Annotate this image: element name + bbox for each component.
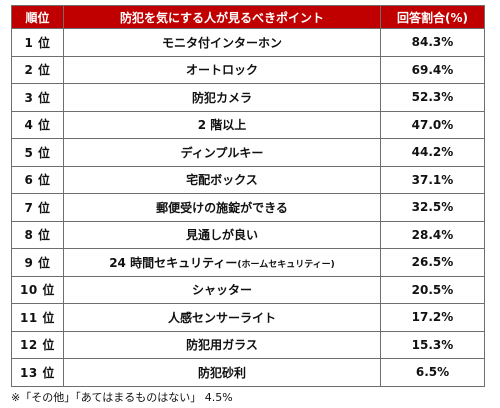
point-cell: 郵便受けの施錠ができる: [63, 193, 381, 222]
point-text: 防犯用ガラス: [186, 338, 258, 353]
point-text: 郵便受けの施錠ができる: [156, 200, 288, 215]
point-subtext: (ホームセキュリティー): [237, 259, 335, 270]
rate-cell: 28.4%: [380, 220, 485, 249]
rank-cell: 9 位: [11, 248, 64, 277]
point-text: 人感センサーライト: [167, 310, 276, 325]
rank-cell: 3 位: [11, 83, 64, 112]
point-cell: 防犯砂利: [63, 358, 381, 387]
point-text: オートロック: [185, 63, 258, 78]
point-text: シャッター: [191, 283, 252, 298]
rank-cell: 11 位: [11, 303, 64, 332]
point-text: 防犯カメラ: [191, 90, 252, 105]
rank-cell: 5 位: [11, 138, 64, 167]
point-text: 宅配ボックス: [186, 173, 258, 188]
rank-cell: 12 位: [11, 330, 64, 359]
rank-cell: 10 位: [11, 275, 64, 304]
point-text: 2 階以上: [197, 118, 247, 133]
table-row: 3 位 防犯カメラ 52.3%: [11, 83, 485, 112]
security-ranking-table: 順位 防犯を気にする人が見るべきポイント 回答割合(%) 1 位 モニタ付インタ…: [11, 5, 485, 387]
point-text: 見通しが良い: [185, 228, 258, 243]
table-row: 11 位 人感センサーライト 17.2%: [11, 303, 485, 332]
point-text: モニタ付インターホン: [161, 35, 282, 50]
rank-cell: 2 位: [11, 55, 64, 84]
header-point: 防犯を気にする人が見るべきポイント: [63, 5, 381, 29]
point-cell: 人感センサーライト: [63, 303, 381, 332]
table-row: 7 位 郵便受けの施錠ができる 32.5%: [11, 193, 485, 222]
table-header-row: 順位 防犯を気にする人が見るべきポイント 回答割合(%): [11, 5, 485, 29]
point-cell: 防犯用ガラス: [63, 330, 381, 359]
table-row: 1 位 モニタ付インターホン 84.3%: [11, 28, 485, 57]
point-cell: 防犯カメラ: [63, 83, 381, 112]
rate-cell: 26.5%: [380, 248, 485, 277]
rank-cell: 1 位: [11, 28, 64, 57]
rate-cell: 44.2%: [380, 138, 485, 167]
table-row: 8 位 見通しが良い 28.4%: [11, 220, 485, 249]
point-cell: 見通しが良い: [63, 220, 381, 249]
rank-cell: 6 位: [11, 165, 64, 194]
rate-cell: 69.4%: [380, 55, 485, 84]
footnote: ※「その他」「あてはまるものはない」 4.5%: [11, 391, 233, 404]
point-text: 防犯砂利: [197, 365, 246, 380]
table-row: 12 位 防犯用ガラス 15.3%: [11, 330, 485, 359]
table-row: 2 位 オートロック 69.4%: [11, 55, 485, 84]
table-row: 13 位 防犯砂利 6.5%: [11, 358, 485, 387]
rate-cell: 6.5%: [380, 358, 485, 387]
point-cell: 24 時間セキュリティー(ホームセキュリティー): [63, 248, 381, 277]
point-text: 24 時間セキュリティー: [109, 255, 238, 270]
rate-cell: 52.3%: [380, 83, 485, 112]
rate-cell: 47.0%: [380, 110, 485, 139]
point-cell: ディンプルキー: [63, 138, 381, 167]
rate-cell: 84.3%: [380, 28, 485, 57]
rank-cell: 7 位: [11, 193, 64, 222]
table-row: 10 位 シャッター 20.5%: [11, 275, 485, 304]
rate-cell: 32.5%: [380, 193, 485, 222]
point-cell: 宅配ボックス: [63, 165, 381, 194]
rank-cell: 4 位: [11, 110, 64, 139]
rate-cell: 15.3%: [380, 330, 485, 359]
rate-cell: 37.1%: [380, 165, 485, 194]
table-row: 9 位 24 時間セキュリティー(ホームセキュリティー) 26.5%: [11, 248, 485, 277]
rank-cell: 8 位: [11, 220, 64, 249]
point-cell: オートロック: [63, 55, 381, 84]
table-row: 5 位 ディンプルキー 44.2%: [11, 138, 485, 167]
header-rank: 順位: [11, 5, 64, 29]
rate-cell: 17.2%: [380, 303, 485, 332]
rank-cell: 13 位: [11, 358, 64, 387]
rate-cell: 20.5%: [380, 275, 485, 304]
point-cell: 2 階以上: [63, 110, 381, 139]
point-cell: シャッター: [63, 275, 381, 304]
point-text: ディンプルキー: [180, 145, 264, 160]
table-row: 6 位 宅配ボックス 37.1%: [11, 165, 485, 194]
header-rate: 回答割合(%): [380, 5, 485, 29]
table-row: 4 位 2 階以上 47.0%: [11, 110, 485, 139]
point-cell: モニタ付インターホン: [63, 28, 381, 57]
